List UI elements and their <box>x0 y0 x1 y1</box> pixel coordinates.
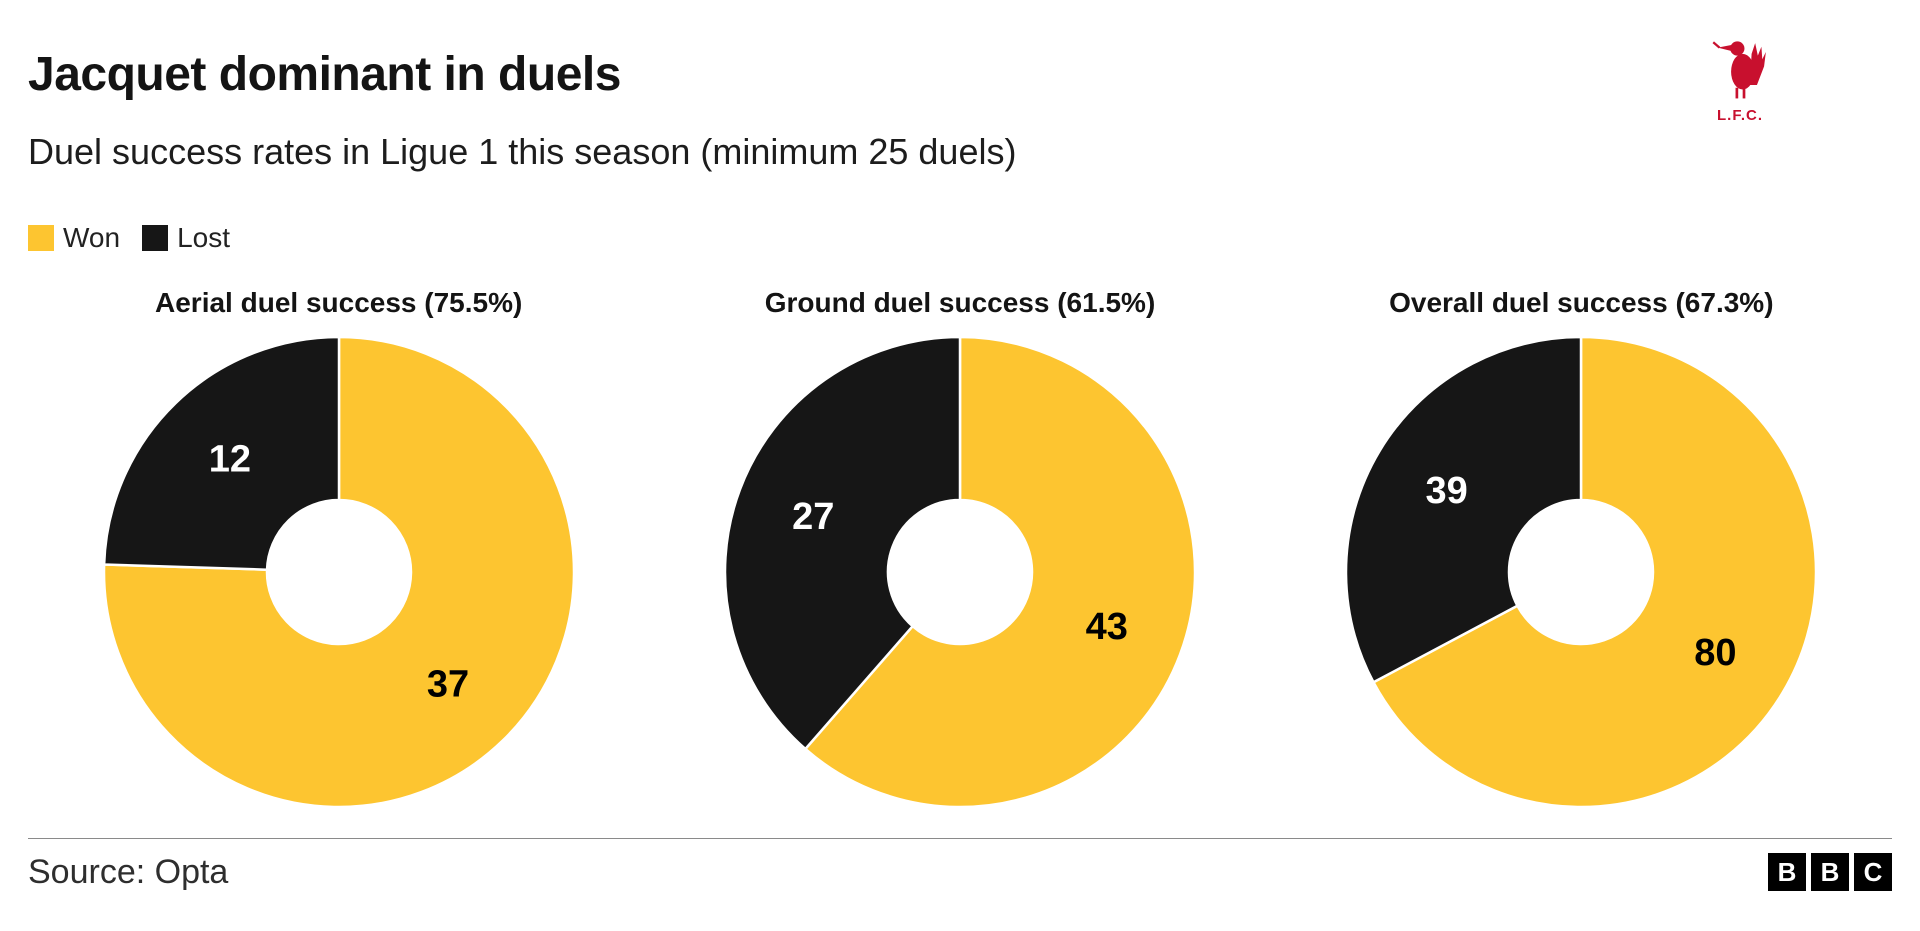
chart-aerial: Aerial duel success (75.5%) 37 12 <box>28 286 649 812</box>
legend-item-won: Won <box>28 222 120 254</box>
slice-value-label: 37 <box>427 663 469 705</box>
chart-ground: Ground duel success (61.5%) 43 27 <box>649 286 1270 812</box>
source-text: Source: Opta <box>28 852 229 891</box>
donut-chart-ground: 43 27 <box>723 335 1197 808</box>
charts-row: Aerial duel success (75.5%) 37 12 Ground … <box>28 286 1892 812</box>
donut-chart-aerial: 37 12 <box>102 335 575 808</box>
bbc-logo-letter: B <box>1768 853 1806 892</box>
bbc-logo-letter: B <box>1811 853 1849 892</box>
legend-swatch-lost <box>142 224 169 251</box>
slice-value-label: 80 <box>1695 631 1737 673</box>
pie-slice-won <box>1372 335 1818 808</box>
bbc-logo: B B C <box>1768 853 1892 892</box>
page-title: Jacquet dominant in duels <box>28 48 621 101</box>
chart-title-overall: Overall duel success (67.3%) <box>1389 286 1774 318</box>
liver-bird-icon <box>1712 41 1766 99</box>
pie-slice-won <box>102 335 575 808</box>
footer-divider <box>28 837 1892 839</box>
slice-value-label: 27 <box>792 495 834 537</box>
page-subtitle: Duel success rates in Ligue 1 this seaso… <box>28 131 1017 173</box>
pie-slice-won <box>803 335 1197 808</box>
bbc-logo-letter: C <box>1854 853 1892 892</box>
slice-value-label: 39 <box>1426 470 1468 512</box>
chart-title-aerial: Aerial duel success (75.5%) <box>155 286 523 318</box>
slice-value-label: 12 <box>208 438 250 480</box>
slice-value-label: 43 <box>1086 606 1128 648</box>
liverpool-crest: L.F.C. <box>1710 36 1770 123</box>
legend-label-lost: Lost <box>177 221 231 253</box>
pie-slice-lost <box>723 335 962 751</box>
legend-item-lost: Lost <box>142 222 230 254</box>
donut-chart-overall: 80 39 <box>1345 335 1818 808</box>
legend: Won Lost <box>28 222 1892 254</box>
chart-title-ground: Ground duel success (61.5%) <box>764 286 1156 318</box>
chart-overall: Overall duel success (67.3%) 80 39 <box>1271 286 1892 812</box>
crest-label: L.F.C. <box>1717 107 1763 124</box>
legend-swatch-won <box>28 224 54 251</box>
legend-label-won: Won <box>63 221 121 253</box>
pie-slice-lost <box>1345 335 1583 684</box>
pie-slice-lost <box>102 335 340 571</box>
footer: Source: Opta B B C <box>28 839 1892 892</box>
